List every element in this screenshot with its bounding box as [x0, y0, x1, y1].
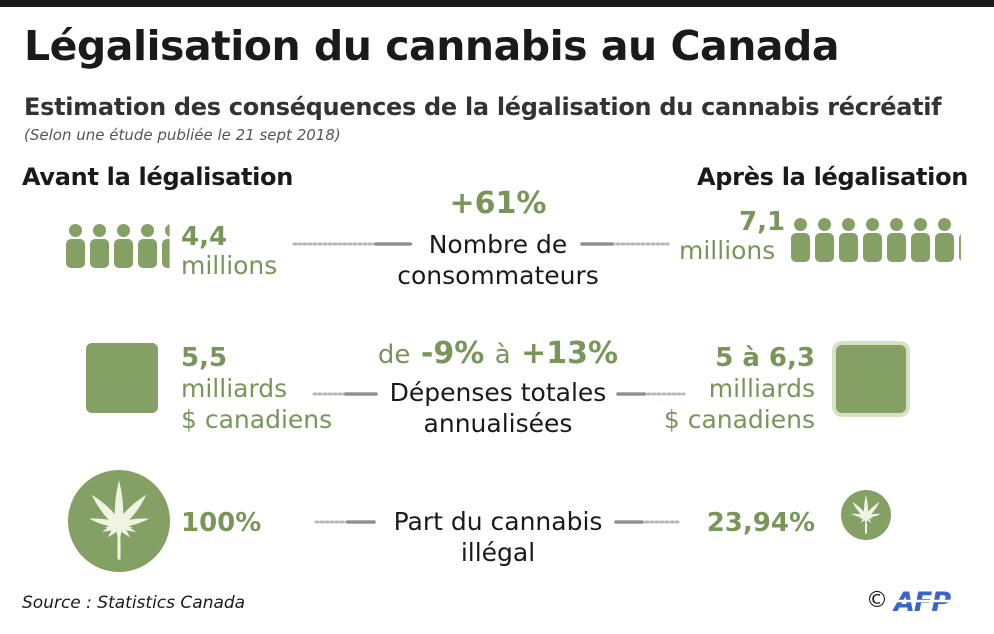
people-before-icon — [66, 224, 170, 268]
person-icon — [959, 234, 961, 261]
copyright-symbol: © — [866, 588, 888, 613]
top-bar — [0, 0, 994, 7]
spending-change-low: -9% — [420, 336, 485, 371]
spending-after-unit-line1: milliards — [708, 374, 815, 403]
consumers-after-unit: millions — [679, 236, 776, 265]
illegal-label-line2: illégal — [460, 538, 536, 567]
spending-square-icon — [86, 343, 158, 413]
people-after-icon — [791, 218, 961, 262]
spending-square-after-icon — [836, 345, 906, 413]
dotted-connector — [292, 242, 414, 246]
page-subtitle: Estimation des conséquences de la légali… — [24, 93, 942, 121]
consumers-label-line1: Nombre de — [428, 230, 568, 259]
source-note: (Selon une étude publiée le 21 sept 2018… — [24, 126, 341, 144]
consumers-before-unit: millions — [181, 251, 278, 280]
source-credit: Source : Statistics Canada — [22, 593, 246, 613]
after-heading: Après la légalisation — [697, 163, 969, 191]
cannabis-leaf-icon — [68, 470, 170, 572]
person-icon — [66, 224, 85, 268]
consumers-after-value: 7,1 — [739, 207, 786, 237]
person-icon — [887, 218, 906, 262]
illegal-after-value: 23,94% — [706, 508, 815, 538]
consumers-label-line2: consommateurs — [397, 261, 599, 290]
spending-after-unit-line2: $ canadiens — [663, 405, 815, 434]
spending-change-pre1: de — [377, 340, 411, 370]
dotted-connector — [616, 392, 686, 396]
spending-before-unit-line2: $ canadiens — [181, 405, 333, 434]
spending-change-pre2: à — [494, 340, 511, 370]
before-heading: Avant la légalisation — [22, 163, 294, 191]
person-icon — [935, 218, 954, 262]
person-icon — [839, 218, 858, 262]
illegal-before-value: 100% — [181, 508, 262, 538]
dotted-connector — [580, 242, 670, 246]
svg-text:AFP: AFP — [892, 587, 951, 618]
person-icon — [791, 218, 810, 262]
spending-before-value: 5,5 — [181, 343, 228, 373]
dotted-connector — [314, 520, 378, 524]
person-icon — [863, 218, 882, 262]
consumers-change: +61% — [449, 186, 547, 221]
spending-label-line2: annualisées — [423, 409, 573, 438]
person-icon — [138, 224, 157, 268]
spending-change: de -9% à +13% — [370, 336, 626, 371]
spending-change-high: +13% — [521, 336, 619, 371]
dotted-connector — [614, 520, 682, 524]
person-icon — [815, 218, 834, 262]
person-icon — [911, 218, 930, 262]
person-icon — [90, 224, 109, 268]
person-icon — [114, 224, 133, 268]
illegal-label-line1: Part du cannabis — [393, 507, 603, 536]
afp-logo: AFP — [892, 587, 972, 618]
spending-before-unit-line1: milliards — [181, 374, 288, 403]
dotted-connector — [312, 392, 378, 396]
person-icon — [162, 224, 170, 268]
spending-label-line1: Dépenses totales — [389, 378, 607, 407]
cannabis-leaf-small-icon — [841, 490, 891, 540]
page-title: Légalisation du cannabis au Canada — [24, 22, 840, 70]
consumers-before-value: 4,4 — [181, 222, 228, 252]
spending-after-value: 5 à 6,3 — [715, 343, 815, 373]
